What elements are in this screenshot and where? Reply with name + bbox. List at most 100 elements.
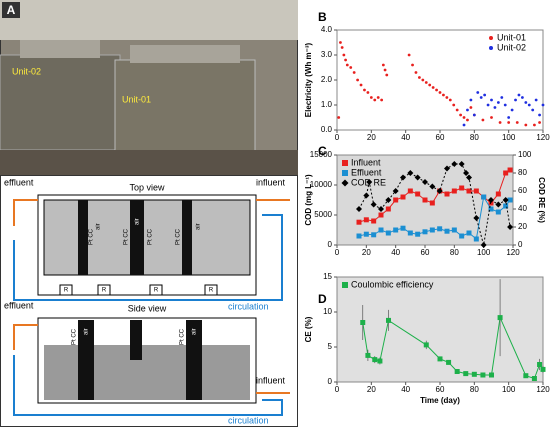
point (437, 356, 443, 362)
point (493, 106, 497, 109)
point (356, 233, 362, 239)
point (378, 212, 384, 218)
photo-label: Unit-01 (122, 94, 151, 104)
point (531, 108, 535, 112)
resistor-label: R (102, 288, 107, 294)
point (423, 342, 429, 348)
point (523, 373, 529, 379)
point (372, 357, 378, 363)
plot-area (336, 276, 544, 383)
flow-label: effluent (4, 300, 34, 310)
x-tick-label: 40 (401, 385, 410, 394)
air-label: air (192, 328, 198, 335)
y-tick-label: 10000 (310, 180, 333, 189)
point (503, 203, 509, 209)
point (381, 63, 385, 67)
point (459, 113, 462, 117)
y2-tick-label: 60 (518, 186, 527, 195)
point (438, 91, 442, 94)
photo-tank (114, 59, 256, 156)
point (496, 101, 500, 104)
flow-label: influent (256, 177, 286, 187)
x-tick-label: 0 (335, 385, 340, 394)
legend-label: Unit-02 (497, 42, 526, 52)
legend-swatch (489, 46, 493, 50)
electrode (130, 320, 142, 360)
point (527, 103, 531, 107)
y-tick-label: 4.0 (321, 25, 333, 34)
point (380, 98, 384, 102)
point (377, 358, 383, 364)
point (489, 372, 494, 378)
point (466, 108, 469, 112)
resistor-label: R (154, 288, 159, 294)
point (481, 194, 487, 200)
y-tick-label: 15000 (310, 150, 333, 159)
panel-label-bg (2, 2, 20, 18)
point (463, 170, 470, 176)
point (486, 103, 490, 107)
point (383, 68, 387, 72)
y-tick-label: 5000 (314, 210, 332, 219)
point (429, 227, 435, 233)
side-view-media (44, 345, 250, 400)
point (436, 188, 443, 194)
point (352, 71, 356, 74)
photo-floor (0, 150, 298, 175)
point (373, 98, 377, 102)
point (366, 91, 370, 94)
point (476, 91, 480, 94)
point (524, 123, 528, 127)
electrode (78, 320, 94, 400)
point (458, 161, 465, 167)
y2-tick-label: 0 (518, 240, 523, 249)
point (386, 317, 391, 323)
point (541, 103, 545, 107)
point (507, 116, 511, 119)
point (392, 188, 399, 194)
air-label: air (96, 223, 102, 230)
point (415, 191, 421, 197)
point (497, 315, 503, 321)
electrode (186, 320, 202, 400)
ptcc-label: Pt CC (89, 228, 95, 245)
point (363, 192, 370, 199)
point (360, 320, 366, 325)
x-tick-label: 120 (506, 248, 520, 257)
point (363, 217, 369, 223)
photo-electrodes (130, 45, 240, 63)
x-tick-label: 120 (536, 133, 550, 142)
photo-ceiling (0, 0, 298, 40)
photo-electrodes (20, 40, 100, 58)
y2-tick-label: 100 (518, 150, 532, 159)
point (451, 188, 457, 194)
point (533, 123, 536, 127)
point (473, 215, 480, 221)
point (349, 66, 353, 69)
point (471, 371, 477, 377)
y-tick-label: 3.0 (321, 50, 333, 59)
point (451, 227, 457, 233)
point (459, 185, 465, 191)
y2-axis-label: COD RE (%) (537, 177, 546, 223)
point (537, 362, 543, 367)
point (356, 219, 362, 225)
x-tick-label: 40 (391, 248, 400, 257)
point (400, 194, 406, 200)
x-tick-label: 100 (502, 133, 516, 142)
point (444, 165, 450, 172)
point (507, 121, 511, 124)
x-tick-label: 80 (450, 248, 459, 257)
point (340, 46, 344, 49)
point (431, 86, 435, 89)
point (538, 113, 541, 117)
point (422, 179, 428, 185)
point (435, 88, 438, 92)
point (490, 98, 493, 102)
view-title: Top view (129, 182, 165, 192)
point (407, 230, 413, 236)
point (345, 63, 349, 67)
legend-swatch (342, 160, 348, 166)
resistors: R R R R (59, 284, 218, 296)
